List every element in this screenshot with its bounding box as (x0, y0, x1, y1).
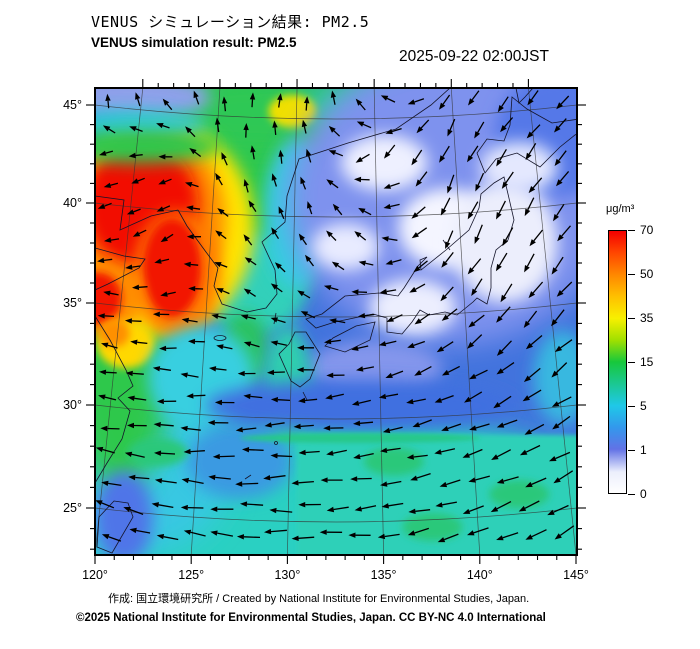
coastline (515, 88, 534, 104)
y-tick-label: 40° (63, 196, 82, 210)
colorbar-tick (628, 317, 635, 319)
y-tick-label: 30° (63, 398, 82, 412)
colorbar-tick-value: 35 (640, 311, 654, 325)
coastline (95, 247, 146, 291)
field-blob (340, 134, 428, 191)
axis-ticks (86, 79, 586, 564)
wind-vectors (95, 90, 575, 543)
page-title-english: VENUS simulation result: PM2.5 (91, 35, 297, 50)
x-tick-label: 140° (467, 568, 493, 582)
colorbar-tick-value: 50 (640, 267, 654, 281)
colorbar-tick-value: 0 (640, 487, 647, 501)
forecast-timestamp: 2025-09-22 02:00JST (399, 48, 549, 65)
graticule (95, 88, 577, 555)
x-tick-label: 135° (371, 568, 397, 582)
colorbar-scale (608, 230, 627, 494)
y-tick-label: 35° (63, 296, 82, 310)
coastline (95, 315, 134, 484)
colorbar-tick (628, 273, 635, 275)
field-blob (95, 130, 221, 163)
field-blob (98, 319, 130, 348)
field-blob (268, 95, 317, 128)
coastline (177, 88, 451, 313)
page-title-japanese: VENUS シミュレーション結果: PM2.5 (91, 13, 370, 31)
field-blob (95, 272, 122, 324)
colorbar-tick-labels: 70 50 35 15 5 1 0 (596, 200, 700, 510)
coastline (305, 176, 515, 335)
wind-arrow-heads (95, 90, 564, 543)
coastline (476, 96, 577, 174)
colorbar-tick (628, 493, 635, 495)
x-tick-label: 125° (178, 568, 204, 582)
map-frame (94, 87, 578, 556)
y-tick-label: 45° (63, 98, 82, 112)
x-tick-label: 120° (82, 568, 108, 582)
colorbar-tick (628, 229, 635, 231)
colorbar-tick-value: 5 (640, 399, 647, 413)
colorbar-title: μg/m³ (606, 203, 635, 215)
axis-labels: 120° 125° 130° 135° 140° 145° 45° 40° 35° 30° 25° (63, 98, 589, 582)
field-blob (311, 223, 380, 271)
field-blob (369, 279, 457, 336)
x-tick-label: 145° (563, 568, 589, 582)
coastline (583, 117, 591, 127)
colorbar: μg/m³ 70 50 35 15 5 1 0 (596, 200, 700, 510)
field-blob (480, 141, 558, 194)
wind-arrow-shafts (101, 90, 575, 542)
y-tick-label: 25° (63, 501, 82, 515)
field-blob (533, 330, 577, 425)
footer-license: ©2025 National Institute for Environment… (76, 612, 546, 624)
colorbar-tick-value: 70 (640, 223, 654, 237)
field-blob (95, 470, 153, 555)
coastline (302, 391, 308, 401)
field-blob (186, 424, 293, 499)
colorbar-tick (628, 449, 635, 451)
coastline (278, 331, 321, 388)
colorbar-tick (628, 405, 635, 407)
pm25-concentration-field (95, 88, 577, 555)
coastline (244, 474, 252, 480)
coastline (96, 500, 134, 554)
colorbar-tick-value: 1 (640, 443, 647, 457)
colorbar-tick-value: 15 (640, 355, 654, 369)
footer-credit: 作成: 国立環境研究所 / Created by National Instit… (108, 593, 530, 605)
coastline (95, 195, 179, 231)
x-tick-label: 130° (274, 568, 300, 582)
coastline (324, 321, 376, 353)
coastlines (95, 88, 591, 554)
field-blob (143, 218, 202, 317)
colorbar-tick (628, 361, 635, 363)
